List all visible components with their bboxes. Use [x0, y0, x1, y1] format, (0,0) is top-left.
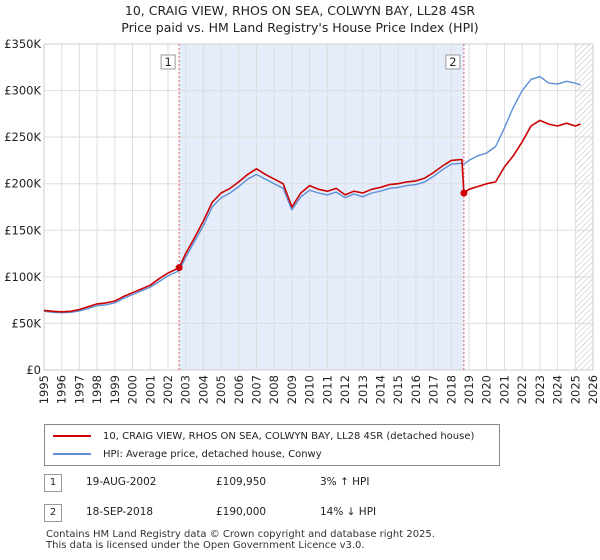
x-tick-label: 2021	[497, 375, 511, 404]
x-tick-label: 2020	[480, 375, 494, 404]
hpi-line	[43, 75, 581, 314]
x-tick-label: 1995	[37, 375, 51, 404]
transaction-row: 2 18-SEP-2018 £190,000 14% ↓ HPI	[44, 504, 564, 524]
x-tick-label: 1996	[55, 375, 69, 404]
transaction-row: 1 19-AUG-2002 £109,950 3% ↑ HPI	[44, 474, 564, 494]
y-tick-label: £200K	[4, 177, 41, 191]
x-tick-label: 2001	[143, 375, 157, 404]
x-tick-label: 2017	[427, 375, 441, 404]
x-tick-label: 2002	[161, 375, 175, 404]
footer-copyright: Contains HM Land Registry data © Crown c…	[46, 529, 435, 540]
legend-property-label: 10, CRAIG VIEW, RHOS ON SEA, COLWYN BAY,…	[103, 430, 475, 442]
x-tick-label: 2016	[409, 375, 423, 404]
forecast-hatched-region	[575, 44, 593, 370]
x-tick-label: 2019	[462, 375, 476, 404]
y-tick-label: £100K	[4, 270, 41, 284]
x-tick-label: 2007	[250, 375, 264, 404]
legend-property-line-icon	[53, 435, 91, 437]
legend-item-hpi: HPI: Average price, detached house, Conw…	[53, 446, 322, 462]
y-tick-label: £250K	[4, 130, 41, 144]
x-tick-label: 1999	[108, 375, 122, 404]
chart-legend: 10, CRAIG VIEW, RHOS ON SEA, COLWYN BAY,…	[44, 424, 500, 466]
x-tick-label: 2006	[232, 375, 246, 404]
y-tick-label: £50K	[12, 316, 42, 330]
x-tick-label: 2026	[586, 375, 600, 404]
x-tick-label: 1998	[90, 375, 104, 404]
footer-attribution: Contains HM Land Registry data © Crown c…	[46, 529, 435, 551]
sale-label-box	[445, 54, 461, 70]
y-tick-label: £0	[26, 363, 41, 377]
x-tick-label: 2025	[568, 375, 582, 404]
x-tick-label: 2005	[214, 375, 228, 404]
ownership-shaded-region	[179, 44, 464, 370]
y-tick-label: £300K	[4, 84, 41, 98]
transaction-date: 18-SEP-2018	[86, 506, 154, 518]
property-price-line	[43, 119, 581, 313]
chart-title-line-1: 10, CRAIG VIEW, RHOS ON SEA, COLWYN BAY,…	[124, 3, 476, 18]
sale-point	[175, 264, 183, 272]
transaction-hpi-change: 14% ↓ HPI	[320, 506, 377, 518]
x-tick-label: 2013	[356, 375, 370, 404]
x-tick-label: 2014	[373, 375, 387, 404]
sale-label-box	[160, 54, 176, 70]
footer-licence: This data is licensed under the Open Gov…	[46, 540, 365, 551]
chart-title-line-2: Price paid vs. HM Land Registry's House …	[121, 20, 479, 35]
x-tick-label: 2010	[303, 375, 317, 404]
x-tick-label: 2022	[515, 375, 529, 404]
x-tick-label: 1997	[72, 375, 86, 404]
sale-label-text: 1	[164, 55, 171, 69]
x-tick-label: 2023	[533, 375, 547, 404]
x-tick-label: 2011	[320, 375, 334, 404]
transaction-number-badge: 1	[44, 474, 62, 492]
x-tick-label: 2024	[551, 375, 565, 404]
y-tick-label: £150K	[4, 223, 41, 237]
legend-item-property: 10, CRAIG VIEW, RHOS ON SEA, COLWYN BAY,…	[53, 428, 474, 444]
x-tick-label: 2003	[179, 375, 193, 404]
x-tick-label: 2018	[444, 375, 458, 404]
plot-area-border	[43, 43, 594, 371]
price-chart: 1 2 £0 £50K £100K £150K £200K £250K £300K £350K 19…	[4, 37, 600, 404]
x-tick-label: 2012	[338, 375, 352, 404]
legend-hpi-label: HPI: Average price, detached house, Conw…	[103, 448, 322, 460]
x-tick-label: 2008	[267, 375, 281, 404]
transaction-price: £109,950	[216, 476, 267, 488]
transaction-number-badge: 2	[44, 504, 62, 522]
x-tick-label: 2004	[196, 375, 210, 404]
sale-label-text: 2	[449, 55, 456, 69]
x-tick-label: 2009	[285, 375, 299, 404]
chart-title: 10, CRAIG VIEW, RHOS ON SEA, COLWYN BAY,…	[0, 2, 600, 36]
sale-point	[460, 189, 468, 197]
x-tick-label: 2000	[126, 375, 140, 404]
transaction-price: £190,000	[216, 506, 267, 518]
transaction-hpi-change: 3% ↑ HPI	[320, 476, 370, 488]
x-tick-label: 2015	[391, 375, 405, 404]
legend-hpi-line-icon	[53, 453, 91, 455]
y-tick-label: £350K	[4, 37, 41, 51]
transaction-date: 19-AUG-2002	[86, 476, 157, 488]
